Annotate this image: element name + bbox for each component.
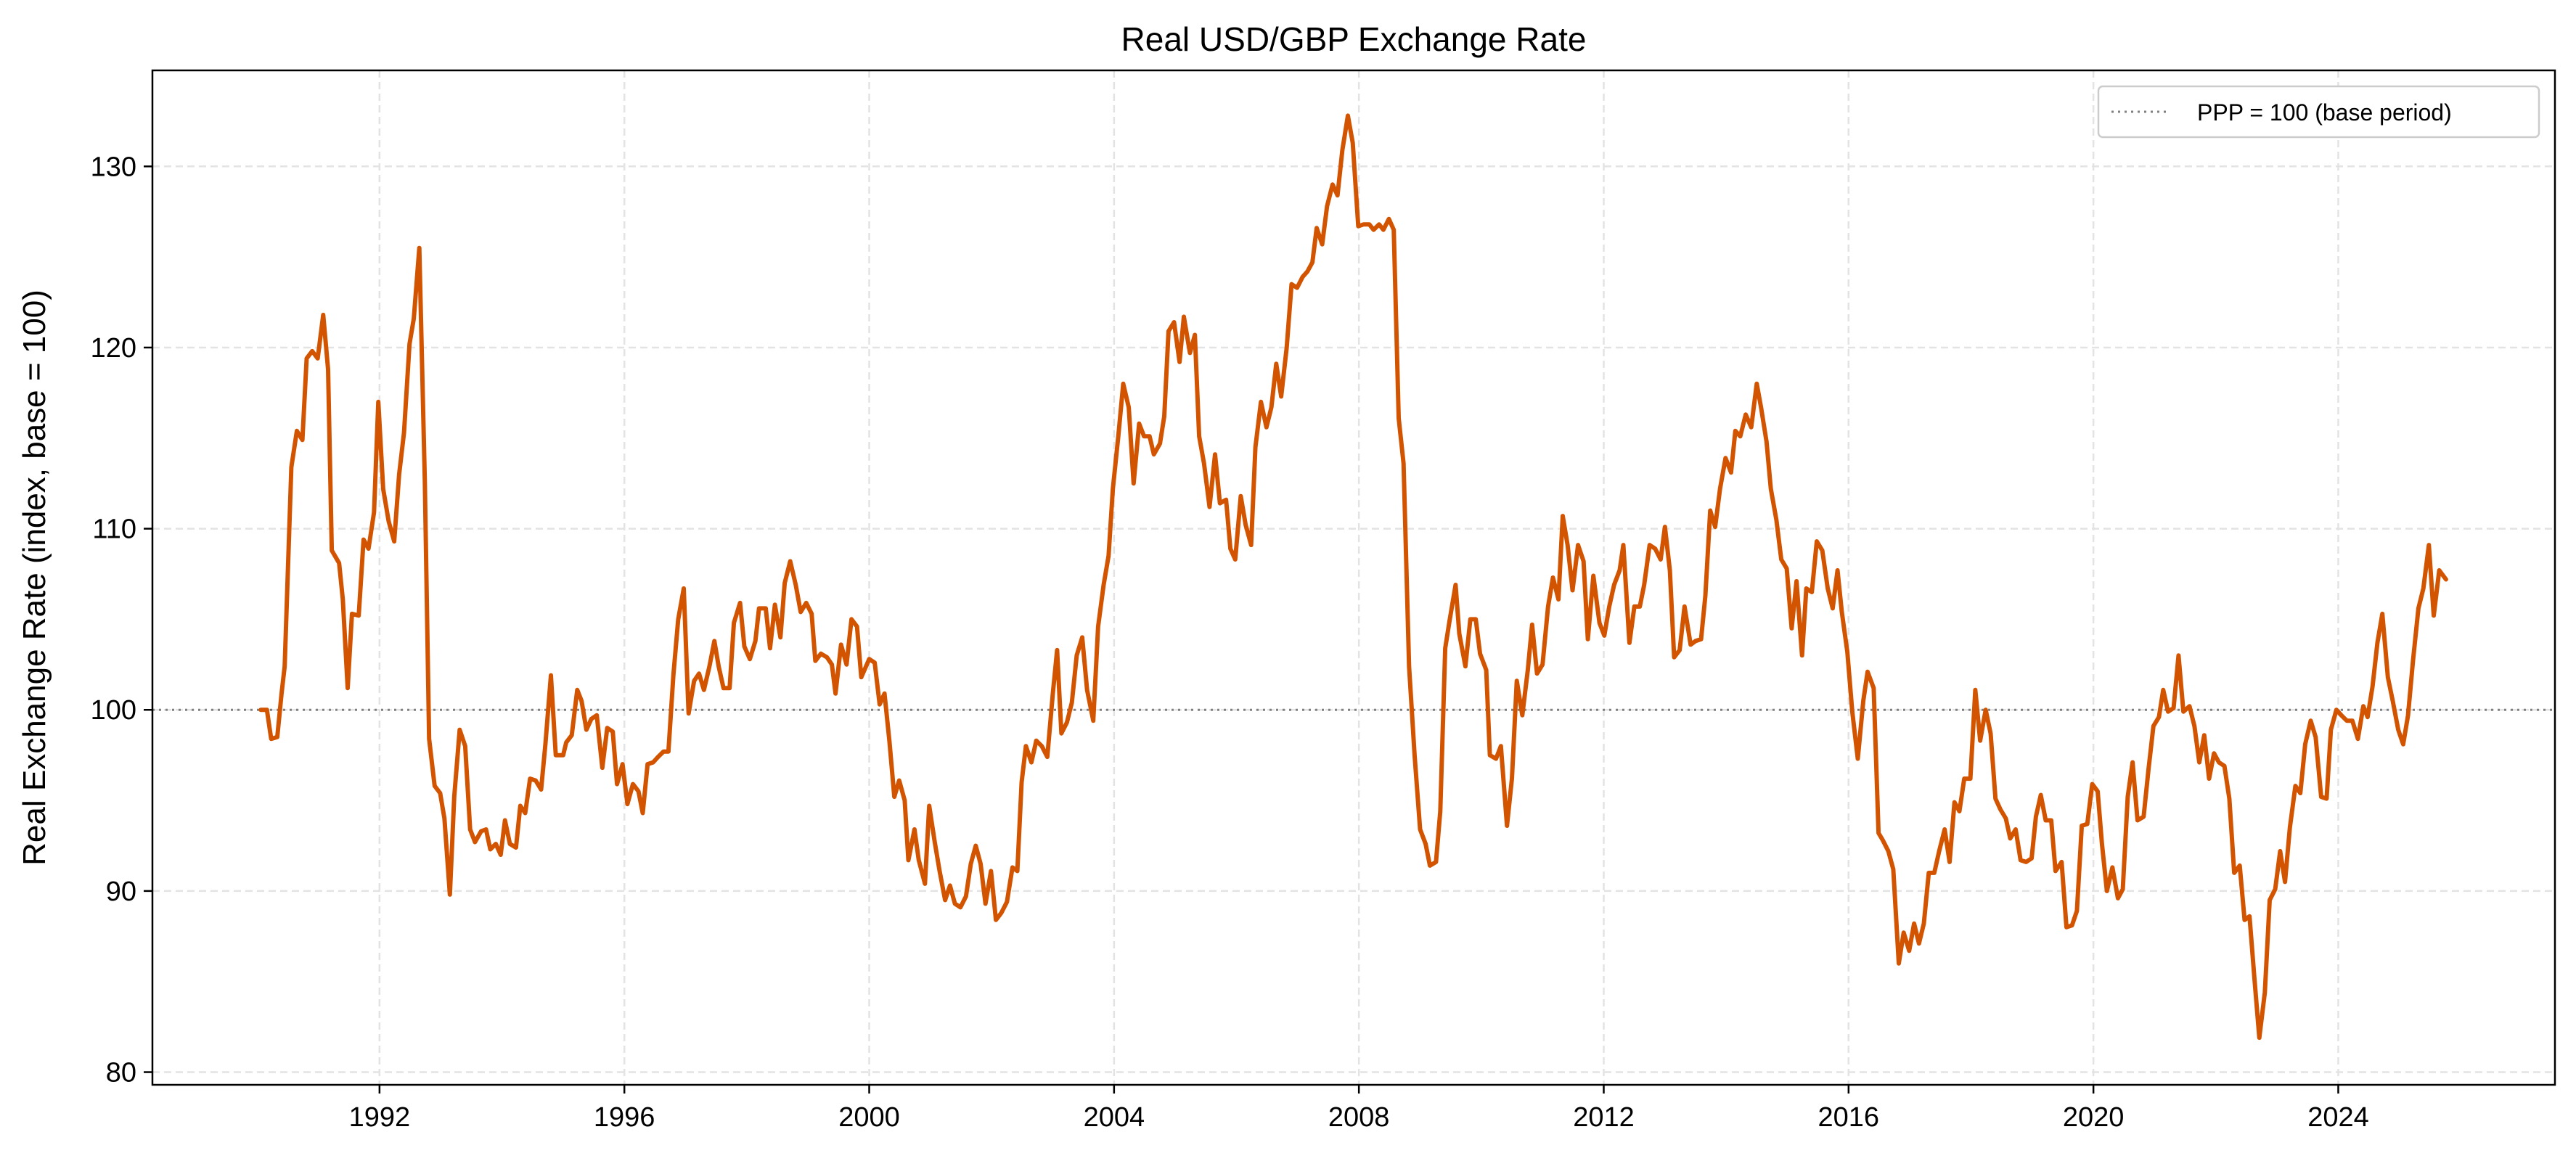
y-axis-label: Real Exchange Rate (index, base = 100) xyxy=(17,290,52,866)
plot-frame xyxy=(151,69,2556,1086)
y-tick-label: 80 xyxy=(106,1058,136,1088)
x-tick-label: 1992 xyxy=(349,1102,411,1133)
legend-box xyxy=(2097,85,2540,139)
y-tick-label: 100 xyxy=(91,695,136,726)
y-tick-label: 110 xyxy=(92,514,136,545)
x-tick-label: 2012 xyxy=(1573,1102,1635,1133)
x-tick-label: 2008 xyxy=(1328,1102,1390,1133)
legend-entry-ppp: PPP = 100 (base period) xyxy=(2197,99,2452,126)
x-tick-label: 2004 xyxy=(1084,1102,1145,1133)
x-tick-label: 2020 xyxy=(2063,1102,2125,1133)
exchange-rate-line xyxy=(258,113,2448,1041)
x-tick-label: 2016 xyxy=(1818,1102,1880,1133)
x-tick-label: 1996 xyxy=(594,1102,655,1133)
y-tick-label: 130 xyxy=(91,152,136,182)
y-tick-label: 120 xyxy=(91,333,136,364)
legend: PPP = 100 (base period) xyxy=(2097,85,2540,139)
x-tick-label: 2000 xyxy=(838,1102,900,1133)
y-axis: 80 90 100 110 120 130 xyxy=(91,152,152,1088)
y-tick-label: 90 xyxy=(106,877,136,907)
x-tick-label: 2024 xyxy=(2307,1102,2369,1133)
x-axis: 1992 1996 2000 2004 2008 2012 2016 2020 2024 xyxy=(349,1085,2369,1133)
chart-title: Real USD/GBP Exchange Rate xyxy=(1121,20,1587,58)
series-group xyxy=(258,113,2448,1041)
